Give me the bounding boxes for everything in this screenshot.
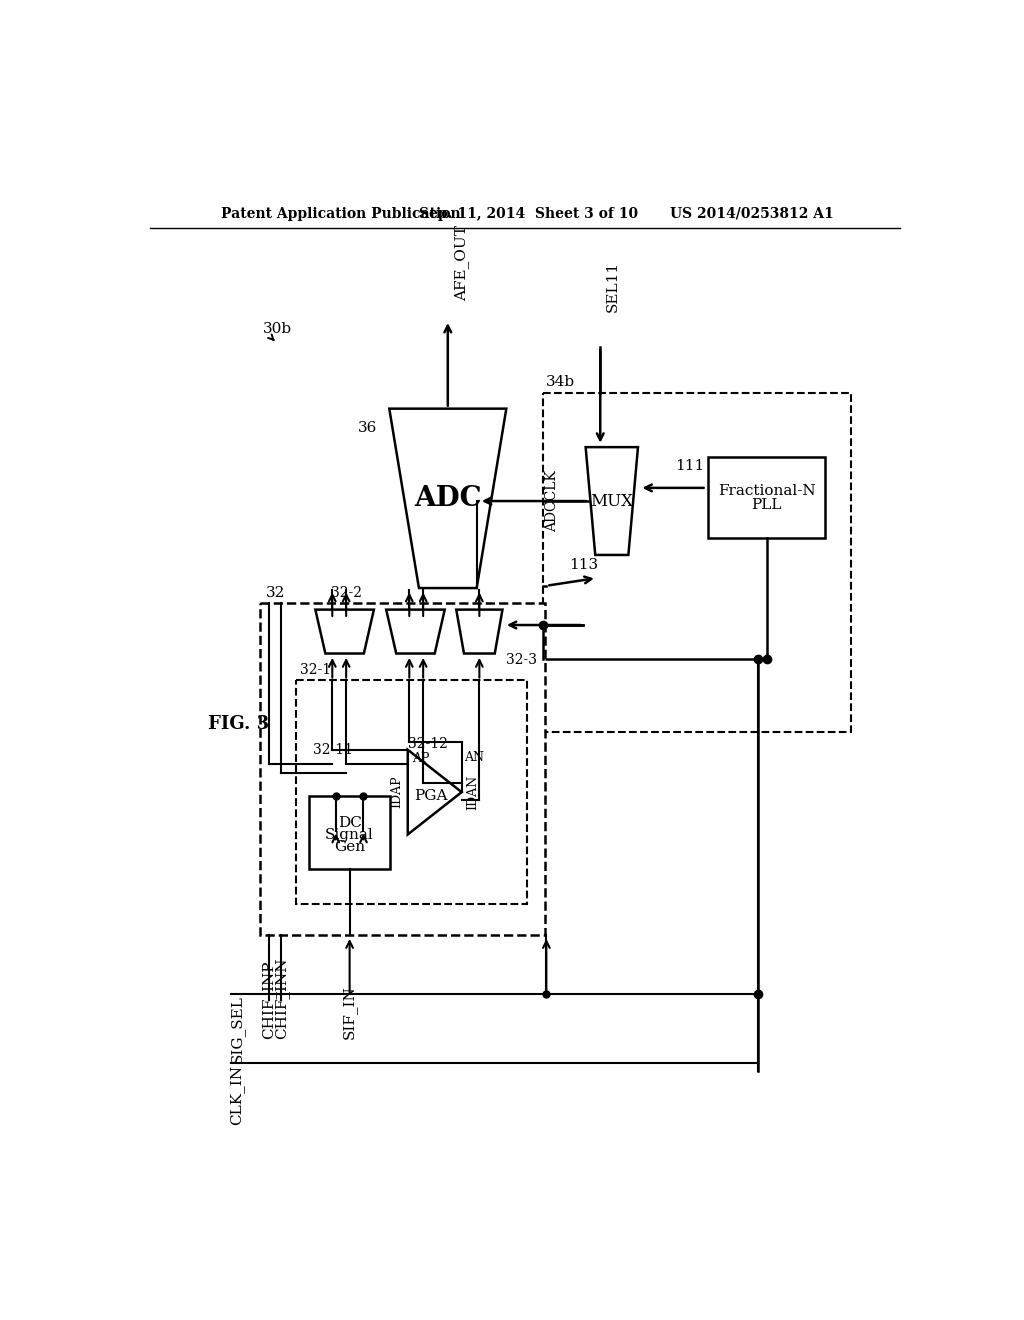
Text: FIG. 3: FIG. 3: [208, 715, 268, 734]
Polygon shape: [586, 447, 638, 554]
Text: IDAP: IDAP: [390, 776, 403, 808]
Text: IDAN: IDAN: [466, 775, 479, 809]
Text: SIF_IN: SIF_IN: [342, 985, 357, 1039]
Polygon shape: [389, 409, 506, 589]
Text: 32-12: 32-12: [408, 737, 447, 751]
Text: 32: 32: [266, 586, 286, 599]
Text: Fractional-N: Fractional-N: [718, 483, 815, 498]
Text: ADCCLK: ADCCLK: [546, 470, 559, 532]
Text: 32-2: 32-2: [331, 586, 361, 599]
Text: CLK_IN: CLK_IN: [229, 1065, 245, 1125]
FancyBboxPatch shape: [543, 393, 851, 733]
Text: DC: DC: [338, 816, 361, 830]
Text: 32-1: 32-1: [300, 663, 331, 677]
Text: CHIF_INN: CHIF_INN: [274, 957, 289, 1039]
Text: AN: AN: [464, 751, 484, 764]
Text: US 2014/0253812 A1: US 2014/0253812 A1: [670, 207, 834, 220]
Text: Sep. 11, 2014  Sheet 3 of 10: Sep. 11, 2014 Sheet 3 of 10: [419, 207, 638, 220]
Text: Signal: Signal: [326, 828, 374, 842]
Text: 111: 111: [675, 459, 705, 474]
Text: ADC: ADC: [414, 484, 481, 512]
FancyBboxPatch shape: [296, 681, 527, 904]
Polygon shape: [408, 750, 462, 834]
Text: PGA: PGA: [414, 789, 447, 803]
Text: 32-11: 32-11: [313, 743, 353, 756]
Text: 36: 36: [357, 421, 377, 434]
Text: 34b: 34b: [546, 375, 574, 389]
Text: PLL: PLL: [752, 498, 782, 512]
FancyBboxPatch shape: [309, 796, 390, 869]
Text: Gen: Gen: [334, 840, 366, 854]
Text: 30b: 30b: [263, 322, 292, 337]
Text: SIG_SEL: SIG_SEL: [229, 995, 245, 1063]
Text: SEL11: SEL11: [605, 261, 620, 313]
Text: CHIF_INP: CHIF_INP: [262, 960, 276, 1039]
Text: AP: AP: [412, 752, 429, 766]
Polygon shape: [315, 610, 374, 653]
Text: MUX: MUX: [590, 492, 633, 510]
FancyBboxPatch shape: [260, 603, 545, 935]
Text: 32-3: 32-3: [506, 652, 537, 667]
Text: 113: 113: [569, 558, 599, 572]
Polygon shape: [386, 610, 444, 653]
FancyBboxPatch shape: [708, 457, 825, 539]
Polygon shape: [457, 610, 503, 653]
Text: Patent Application Publication: Patent Application Publication: [221, 207, 461, 220]
Text: AFE_OUT: AFE_OUT: [454, 224, 469, 301]
